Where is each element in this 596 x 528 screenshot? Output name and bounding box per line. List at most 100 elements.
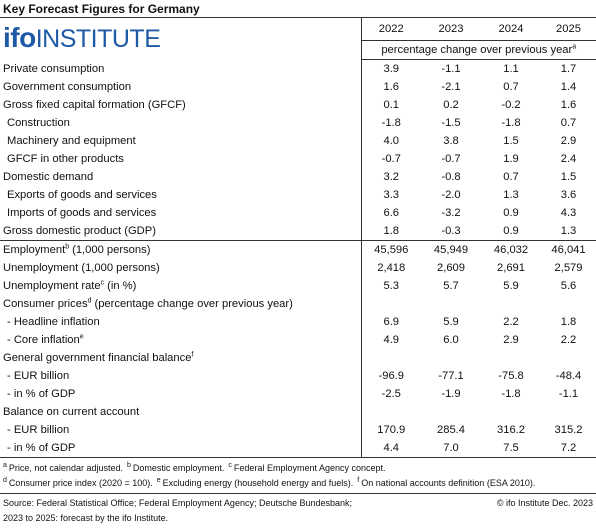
value-cell: -1.1	[558, 388, 579, 400]
label-text: Unemployment rate	[3, 280, 101, 292]
value-cell: -2.0	[441, 189, 461, 201]
table-row: Unemployment ratec (in %) 5.3 5.7 5.9 5.6	[0, 277, 596, 295]
table-row: Exports of goods and services 3.3 -2.0 1.3 3…	[0, 186, 596, 204]
value-cell: 2.4	[560, 153, 577, 165]
value-cell	[541, 349, 596, 367]
value-cell: 1.5	[503, 135, 519, 147]
value-cell: 4.0	[360, 132, 421, 150]
row-label: Imports of goods and services	[0, 204, 361, 222]
label-text: Imports of goods and services	[7, 207, 157, 219]
label-text: Machinery and equipment	[7, 135, 136, 147]
row-label: Balance on current account	[0, 403, 361, 421]
value-cell: 6.6	[360, 204, 421, 222]
row-label: - EUR billion	[0, 421, 361, 439]
row-label: Consumer pricesd (percentage change over …	[0, 295, 361, 313]
label-suffix: (percentage change over previous year)	[94, 298, 293, 310]
value-cell: -2.1	[441, 81, 461, 93]
value-cell: 7.2	[541, 439, 596, 458]
row-label: Exports of goods and services	[0, 186, 361, 204]
value-cell: 1.7	[560, 63, 577, 75]
value-cell: 1.3	[560, 225, 577, 237]
row-label: Domestic demand	[0, 168, 361, 186]
label-sup: f	[191, 351, 194, 359]
table-row: Gross fixed capital formation (GFCF) 0.1 0…	[0, 96, 596, 114]
label-text: Private consumption	[3, 63, 105, 75]
row-label: General government financial balancef	[0, 349, 361, 367]
footnote-text: Consumer price index (2020 = 100).	[8, 478, 153, 488]
value-cell: 7.0	[421, 439, 481, 458]
row-label: Gross domestic product (GDP)	[0, 222, 361, 241]
table-row: GFCF in other products -0.7 -0.7 1.9 2.4	[0, 150, 596, 168]
value-cell: -0.3	[441, 225, 461, 237]
value-cell: -1.8	[501, 117, 521, 129]
label-text: Balance on current account	[3, 406, 140, 418]
footnote-mark: e	[156, 477, 161, 484]
year: 2022	[360, 18, 421, 41]
copyright: © ifo Institute Dec. 2023	[496, 498, 593, 508]
value-cell	[421, 349, 481, 367]
row-label: Unemployment ratec (in %)	[0, 277, 361, 295]
footnote-mark: c	[228, 462, 232, 469]
value-cell: 1.9	[503, 153, 519, 165]
value-cell: 45,949	[421, 240, 481, 259]
footnote-mark: d	[3, 477, 7, 484]
value-cell: 0.7	[503, 171, 519, 183]
value-cell: 46,041	[541, 240, 596, 259]
source-line: 2023 to 2025: forecast by the ifo Instit…	[3, 513, 169, 523]
row-label: Government consumption	[0, 78, 361, 96]
value-cell: 6.9	[360, 313, 421, 331]
table-row: - EUR billion 170.9 285.4 316.2 315.2	[0, 421, 596, 439]
value-cell	[481, 349, 541, 367]
label-text: Government consumption	[3, 81, 132, 93]
label-text: Unemployment (1,000 persons)	[3, 262, 160, 274]
value-cell	[421, 403, 481, 421]
row-label: GFCF in other products	[0, 150, 361, 168]
label-sup: b	[65, 243, 70, 251]
table-row: Private consumption 3.9 -1.1 1.1 1.7	[0, 60, 596, 78]
value-cell: 0.9	[503, 225, 519, 237]
value-cell: 0.9	[503, 207, 519, 219]
footnote-mark: b	[126, 462, 131, 469]
row-label: Private consumption	[0, 60, 361, 78]
value-cell: -77.1	[438, 370, 464, 382]
label-text: - EUR billion	[7, 370, 70, 382]
value-cell: -0.8	[441, 171, 461, 183]
label-text: Employment	[3, 244, 66, 256]
footnote-mark: f	[357, 477, 360, 484]
value-cell: 2.9	[503, 334, 519, 346]
row-label: Machinery and equipment	[0, 132, 361, 150]
value-cell: 46,032	[481, 240, 541, 259]
footnote-text: On national accounts definition (ESA 201…	[361, 478, 536, 488]
footnote-text: Excluding energy (household energy and f…	[162, 478, 354, 488]
table-row: - Headline inflation 6.9 5.9 2.2 1.8	[0, 313, 596, 331]
value-cell: -48.4	[555, 370, 582, 382]
value-cell: 285.4	[437, 424, 465, 436]
table-row: Gross domestic product (GDP) 1.8 -0.3 0.9 1.…	[0, 222, 596, 241]
value-cell: 0.7	[560, 117, 577, 129]
row-label: - in % of GDP	[0, 385, 361, 403]
value-cell: 1.6	[560, 99, 577, 111]
row-label: - Headline inflation	[0, 313, 361, 331]
value-cell: -2.5	[360, 385, 421, 403]
value-cell: 5.7	[443, 280, 459, 292]
footnote-text: Price, not calendar adjusted.	[8, 463, 123, 473]
row-label: - Core inflatione	[0, 331, 361, 349]
value-cell: 170.9	[360, 421, 421, 439]
logo-mark: ifo	[3, 22, 36, 54]
value-cell	[481, 403, 541, 421]
table-row: Consumer pricesd (percentage change over …	[0, 295, 596, 313]
value-cell: 316.2	[497, 424, 525, 436]
row-label: Gross fixed capital formation (GFCF)	[0, 96, 361, 114]
value-cell: -0.7	[441, 153, 461, 165]
value-cell: 2,609	[437, 262, 465, 274]
value-cell: -1.8	[501, 388, 521, 400]
label-sup: d	[87, 297, 92, 305]
value-cell	[541, 295, 596, 313]
value-cell: 0.1	[360, 96, 421, 114]
value-cell: -75.8	[498, 370, 524, 382]
unit-row: percentage change over previous yeara	[0, 40, 596, 60]
value-cell: 7.5	[481, 439, 541, 458]
value-cell: 1.3	[503, 189, 519, 201]
row-label: - in % of GDP	[0, 439, 361, 458]
